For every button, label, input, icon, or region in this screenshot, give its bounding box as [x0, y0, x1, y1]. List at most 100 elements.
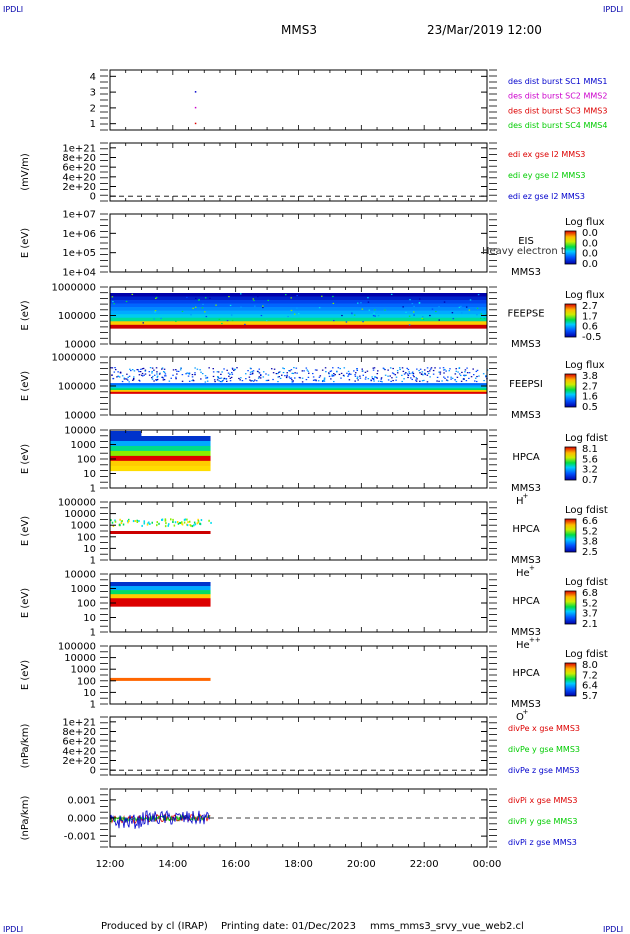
instrument-label: FEEPSI: [509, 379, 543, 390]
spectrogram-pixel: [361, 368, 363, 370]
spectrogram-pixel: [152, 375, 154, 378]
spectrogram-pixel: [143, 522, 146, 525]
spectrogram-pixel: [436, 376, 439, 379]
spacecraft-label: MMS3: [511, 267, 541, 278]
ytick-label: 10000: [64, 570, 96, 581]
spacecraft-label: MMS3: [511, 699, 541, 710]
spectrogram-pixel: [387, 379, 390, 381]
spectrogram-pixel: [179, 522, 181, 525]
spectrogram-pixel: [330, 378, 332, 380]
spectrogram-pixel: [262, 376, 265, 378]
spectrogram-pixel: [180, 367, 182, 369]
spectrogram-pixel: [185, 373, 187, 375]
spectrogram-pixel: [265, 320, 268, 322]
spectrogram-pixel: [324, 367, 327, 369]
spectrogram-pixel: [117, 371, 119, 373]
spectrogram-pixel: [251, 380, 254, 382]
colorbar: [564, 590, 577, 625]
spectrogram-pixel: [485, 375, 487, 377]
colorbar-tick: 0.0: [582, 228, 598, 239]
spectrogram-pixel: [441, 380, 443, 382]
spectrogram-pixel: [360, 302, 362, 304]
ylabel: (nPa/km): [20, 724, 31, 769]
spectrogram-pixel: [430, 367, 433, 369]
ytick-label: 1000000: [51, 283, 96, 294]
spectrogram-pixel: [374, 309, 376, 311]
spectrogram-pixel: [306, 369, 308, 371]
spectrogram-pixel: [451, 312, 454, 314]
spectrogram-pixel: [372, 367, 375, 369]
spectrogram-pixel: [301, 377, 304, 379]
spectrogram-pixel: [333, 319, 335, 322]
spectrogram-pixel: [357, 379, 359, 381]
instrument-label: HPCA: [512, 452, 540, 463]
spectrogram-pixel: [288, 370, 290, 372]
spectrogram-pixel: [188, 380, 191, 382]
spectrogram-pixel: [461, 312, 463, 314]
spectrogram-pixel: [365, 376, 367, 378]
spectrogram-pixel: [138, 520, 140, 523]
spectrogram-pixel: [354, 380, 356, 382]
spectrogram-pixel: [223, 378, 225, 380]
spectrogram-pixel: [413, 305, 415, 308]
colorbar-title: Log fdist: [565, 649, 608, 660]
spectrogram-pixel: [439, 367, 441, 369]
spectrogram-pixel: [192, 307, 194, 309]
spectrogram-pixel: [161, 368, 163, 370]
spectrogram-pixel: [468, 372, 471, 374]
spectrogram-pixel: [113, 371, 116, 373]
spectrogram-pixel: [194, 372, 196, 374]
spectrogram-pixel: [454, 379, 456, 381]
spectrogram-pixel: [164, 519, 167, 522]
spectrogram-band: [110, 300, 487, 304]
ylabel: E (eV): [20, 444, 31, 474]
spectrogram-pixel: [163, 371, 166, 373]
spectrogram-pixel: [373, 380, 375, 382]
spacecraft-label: MMS3: [511, 410, 541, 421]
spectrogram-pixel: [277, 376, 279, 378]
spectrogram-pixel: [294, 313, 296, 315]
spectrogram-pixel: [340, 377, 342, 379]
spectrogram-pixel: [483, 379, 485, 382]
spectrogram-pixel: [392, 373, 395, 375]
spectrogram-pixel: [466, 367, 468, 369]
spectrogram-pixel: [438, 380, 440, 382]
xtick-label: 14:00: [158, 859, 187, 870]
spectrogram-pixel: [301, 381, 304, 383]
ytick-label: 2e+20: [62, 756, 96, 767]
colorbar-tick: 0.0: [582, 259, 598, 270]
spectrogram-pixel: [371, 376, 373, 378]
spectrogram-pixel: [156, 521, 159, 524]
spectrogram-band: [110, 390, 487, 393]
spectrogram-pixel: [126, 378, 128, 380]
spectrogram-pixel: [187, 372, 190, 374]
spectrogram-pixel: [155, 379, 157, 381]
spectrogram-pixel: [403, 378, 405, 380]
spectrogram-pixel: [111, 374, 113, 376]
spectrogram-pixel: [381, 381, 383, 383]
spectrogram-pixel: [141, 372, 144, 375]
spectrogram-pixel: [475, 370, 478, 373]
spectrogram-pixel: [312, 379, 315, 381]
spectrogram-band: [110, 296, 487, 301]
legend-entry: divPi x gse MMS3: [508, 796, 577, 805]
spectrogram-pixel: [361, 308, 364, 310]
ytick-label: 6e+20: [62, 163, 96, 174]
xtick-label: 00:00: [473, 859, 502, 870]
spectrogram-pixel: [216, 371, 219, 373]
spectrogram-pixel: [413, 314, 415, 316]
colorbar-tick: 2.1: [582, 619, 598, 630]
spectrogram-pixel: [204, 297, 207, 299]
spectrogram-pixel: [163, 379, 166, 381]
colorbar: [564, 230, 577, 265]
spectrogram-pixel: [334, 374, 336, 376]
spectrogram-pixel: [319, 375, 322, 377]
spectrogram-pixel: [470, 376, 473, 378]
spectrogram-pixel: [328, 375, 331, 377]
ytick-label: 4e+20: [62, 746, 96, 757]
spectrogram-pixel: [199, 522, 201, 525]
spectrogram-pixel: [419, 380, 421, 382]
spectrogram-pixel: [399, 368, 401, 371]
ytick-label: 3: [90, 88, 96, 99]
